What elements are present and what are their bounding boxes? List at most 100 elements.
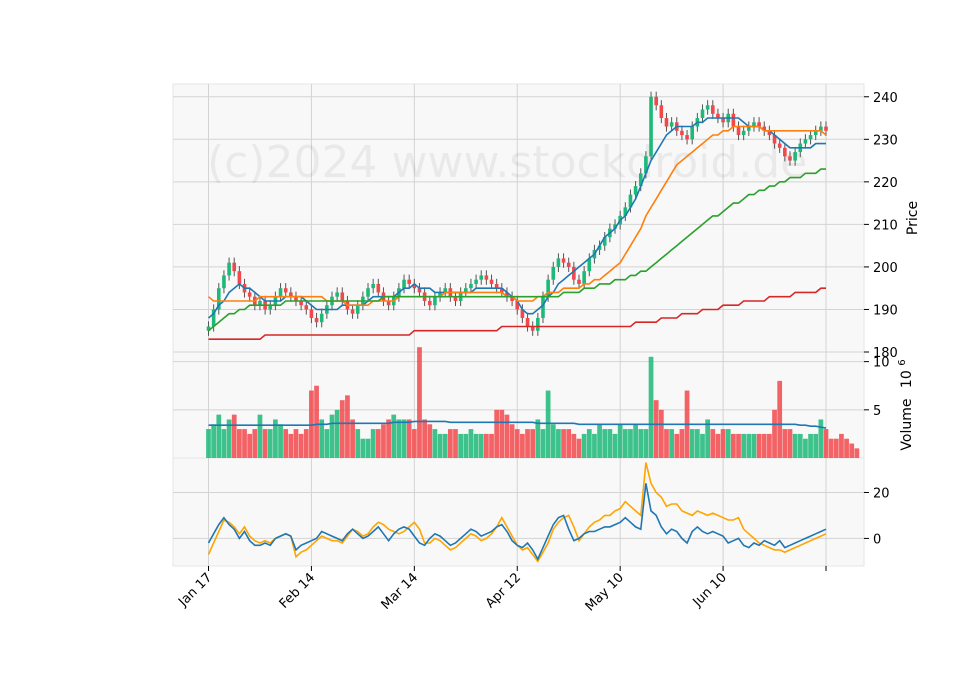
candle-body [355, 305, 360, 314]
candle-body [602, 237, 607, 246]
candle-body [777, 143, 782, 148]
candle-body [721, 118, 725, 123]
volume-bar [231, 414, 237, 458]
candle-body [649, 96, 653, 157]
volume-bar [772, 409, 777, 458]
volume-bar [674, 433, 680, 458]
candle-body [752, 122, 756, 127]
candle-body [211, 309, 216, 327]
candle-body [520, 309, 525, 318]
volume-bar [293, 429, 299, 458]
candle-body [453, 296, 458, 301]
volume-bar [767, 433, 772, 458]
candle-body [463, 288, 468, 293]
candle-body [227, 262, 231, 276]
volume-bar [689, 429, 695, 458]
candle-body [633, 186, 638, 195]
candle-body [710, 105, 715, 114]
volume-bar [319, 419, 325, 458]
volume-bar [252, 429, 258, 458]
volume-bar [653, 400, 659, 458]
candle-body [366, 288, 370, 297]
candle-body [258, 300, 262, 306]
volume-bar [597, 424, 602, 458]
candle-body [808, 135, 813, 140]
volume-bar [247, 433, 253, 458]
volume-bar [283, 429, 289, 458]
candle-body [623, 207, 628, 216]
volume-bar [303, 429, 309, 458]
volume-bar [216, 414, 222, 458]
candle-body [536, 317, 540, 331]
volume-bar [339, 400, 345, 458]
volume-bar [262, 429, 268, 458]
volume-bar [381, 424, 386, 458]
candle-body [319, 313, 324, 323]
oscillator-tick-label: 0 [873, 532, 881, 547]
volume-bar [854, 448, 860, 458]
price-tick-label: 190 [873, 303, 898, 318]
volume-bar [746, 433, 752, 458]
volume-bar [324, 429, 330, 458]
volume-bar [309, 390, 314, 458]
candle-body [489, 279, 494, 284]
volume-bar [592, 433, 597, 458]
candle-body [525, 317, 530, 327]
volume-tick-label: 5 [873, 404, 881, 419]
volume-bar [710, 429, 716, 458]
candle-body [294, 296, 298, 301]
volume-bar [833, 438, 839, 458]
candle-body [417, 288, 422, 293]
volume-tick-label: 10 [873, 356, 890, 371]
volume-bar [839, 433, 844, 458]
volume-bar [818, 419, 824, 458]
price-tick-label: 200 [873, 261, 898, 276]
volume-bar [417, 347, 422, 458]
oscillator-tick-label: 20 [873, 486, 890, 501]
volume-bar [375, 429, 381, 458]
volume-bar [298, 433, 304, 458]
volume-bar [617, 424, 623, 458]
volume-bar [494, 409, 500, 458]
volume-bar [242, 429, 247, 458]
candle-body [206, 326, 211, 331]
volume-bar [556, 429, 561, 458]
volume-bar [664, 429, 669, 458]
candle-body [680, 130, 684, 136]
volume-bar [803, 438, 808, 458]
candle-body [289, 292, 293, 297]
volume-bar [669, 429, 674, 458]
candle-body [793, 152, 797, 161]
candle-body [335, 292, 339, 297]
volume-bar [458, 433, 464, 458]
volume-bar [520, 433, 525, 458]
volume-bar [411, 429, 417, 458]
volume-bar [525, 429, 530, 458]
candle-body [479, 275, 484, 280]
x-tick-label: Jun 10 [690, 570, 730, 610]
volume-bar [453, 429, 458, 458]
candle-body [582, 271, 586, 284]
volume-bar [422, 419, 427, 458]
candle-body [278, 288, 283, 297]
volume-bar [355, 429, 361, 458]
candle-body [669, 122, 674, 127]
volume-bar [478, 433, 484, 458]
candle-body [427, 300, 432, 306]
chart-marks [206, 91, 860, 563]
volume-bar [581, 433, 587, 458]
price-tick-label: 220 [873, 176, 898, 191]
volume-bar [756, 433, 762, 458]
volume-bar [633, 424, 638, 458]
volume-bar [715, 433, 721, 458]
volume-bar [720, 429, 726, 458]
price-tick-label: 180 [873, 346, 898, 361]
candle-body [469, 283, 473, 289]
candle-body [283, 288, 288, 293]
candle-body [716, 113, 720, 119]
x-tick-label: Apr 12 [483, 570, 524, 611]
candle-body [438, 292, 442, 297]
volume-bar [345, 395, 350, 458]
candle-body [577, 279, 581, 284]
candle-body [551, 266, 556, 280]
